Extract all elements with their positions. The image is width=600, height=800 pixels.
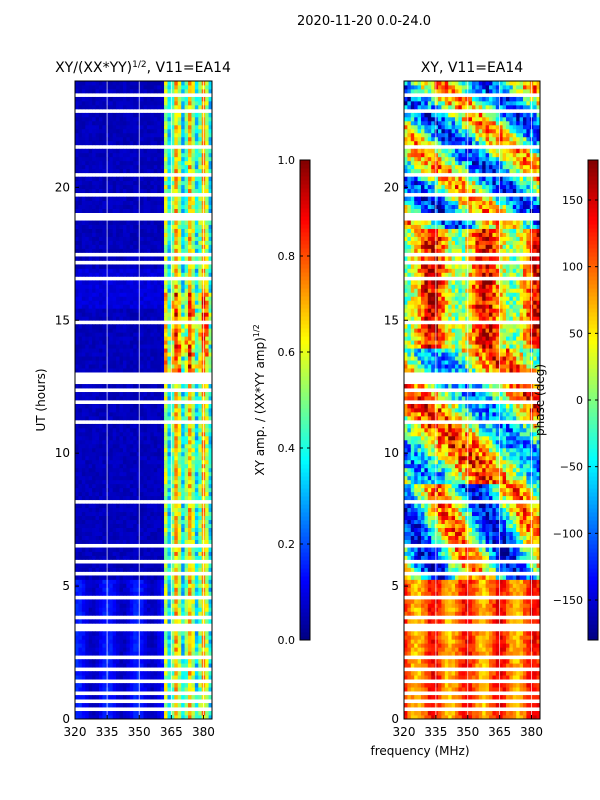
amplitude-heatmap-image [75,81,213,720]
amplitude-colorbar-frame [299,159,311,641]
colorbar-tick-label: 0 [576,394,583,407]
y-tick-label: 20 [384,180,399,194]
y-tick-label: 10 [55,446,70,460]
x-tick-label: 320 [64,725,87,739]
x-tick-label: 320 [393,725,416,739]
figure-title: 2020-11-20 0.0-24.0 [297,14,431,29]
y-tick-label: 5 [391,579,399,593]
colorbar-tick-label: 1.0 [278,154,296,167]
amplitude-y-axis-label: UT (hours) [34,368,48,431]
colorbar-tick-label: 100 [562,261,583,274]
phase-colorbar: −150 −100 −50 0 50 100 150 phase (deg) [533,159,599,641]
phase-axis-ticks: 320 335 350 365 380 0 5 10 15 20 [384,180,543,739]
phase-colorbar-gradient [588,160,598,641]
colorbar-tick-label: −150 [553,594,583,607]
phase-heatmap-image [404,81,541,720]
amplitude-colorbar-ticks: 0.0 0.2 0.4 0.6 0.8 1.0 [278,154,310,647]
phase-colorbar-ticks: −150 −100 −50 0 50 100 150 [553,194,598,607]
phase-panel-title: XY, V11=EA14 [421,60,523,76]
phase-colorbar-label: phase (deg) [533,364,547,436]
x-tick-label: 380 [192,725,215,739]
amplitude-colorbar: 0.0 0.2 0.4 0.6 0.8 1.0 XY amp. / (XX*YY amp)… [252,154,311,647]
y-tick-label: 0 [391,712,399,726]
colorbar-tick-label: 50 [569,327,583,340]
colorbar-tick-label: 0.0 [278,634,296,647]
phase-panel-frame [403,80,541,720]
colorbar-tick-label: −50 [560,461,583,474]
colorbar-tick-label: 0.6 [278,346,296,359]
colorbar-tick-label: 0.2 [278,538,296,551]
phase-panel: XY, V11=EA14 320 335 350 365 380 0 5 10 15 20 fre… [370,60,542,758]
x-tick-label: 365 [160,725,183,739]
colorbar-tick-label: 0.8 [278,250,296,263]
y-tick-label: 10 [384,446,399,460]
amplitude-colorbar-label: XY amp. / (XX*YY amp)1/2 [252,324,267,475]
y-tick-label: 15 [384,313,399,327]
colorbar-tick-label: −100 [553,527,583,540]
x-tick-label: 380 [520,725,543,739]
x-tick-label: 335 [96,725,119,739]
y-tick-label: 5 [62,579,70,593]
amplitude-axis-ticks: 320 335 350 365 380 0 5 10 15 20 [55,180,215,739]
x-tick-label: 365 [488,725,511,739]
x-tick-label: 350 [128,725,151,739]
x-tick-label: 335 [424,725,447,739]
y-tick-label: 0 [62,712,70,726]
amplitude-panel-title: XY/(XX*YY)1/2, V11=EA14 [55,60,231,76]
frequency-x-axis-label: frequency (MHz) [370,744,469,758]
amplitude-panel-frame [74,80,213,720]
y-tick-label: 15 [55,313,70,327]
amplitude-colorbar-gradient [300,160,310,641]
amplitude-panel: XY/(XX*YY)1/2, V11=EA14 320 335 350 365 380 0… [34,60,231,739]
colorbar-tick-label: 150 [562,194,583,207]
y-tick-label: 20 [55,180,70,194]
x-tick-label: 350 [456,725,479,739]
colorbar-tick-label: 0.4 [278,442,296,455]
